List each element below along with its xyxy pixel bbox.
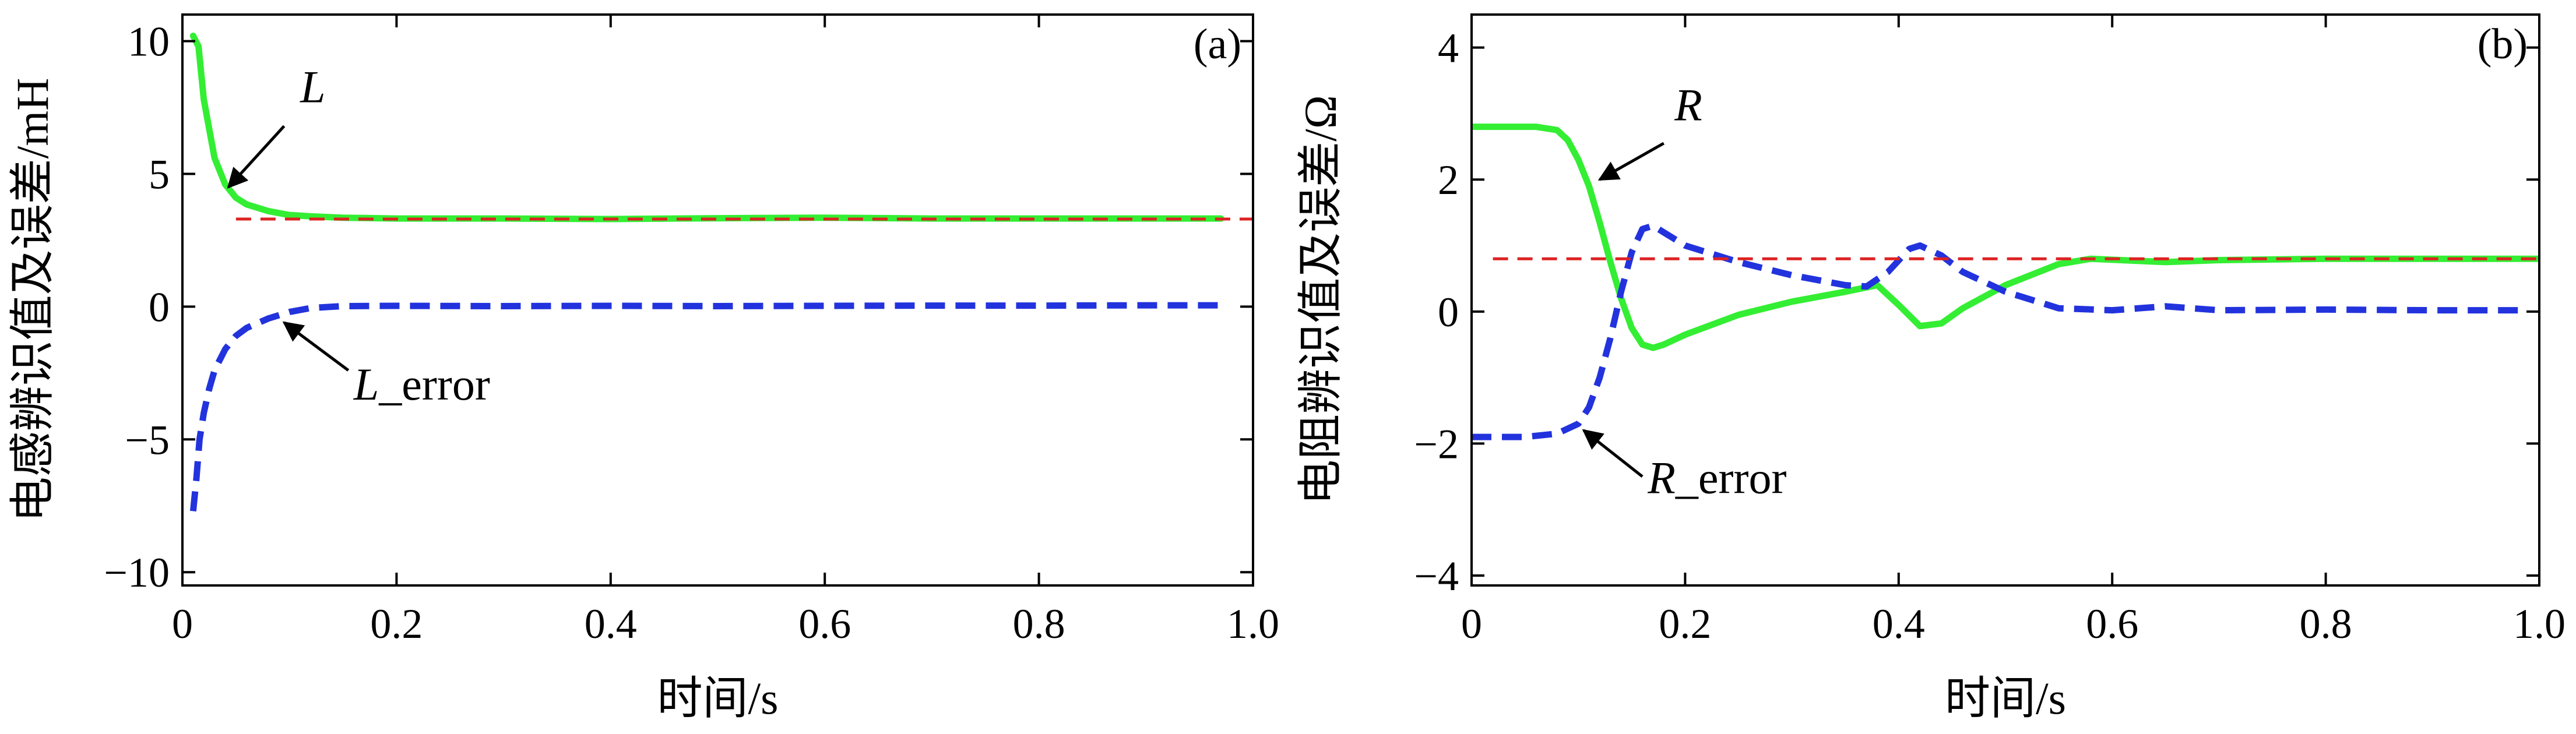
annotation-label-main: R bbox=[1647, 452, 1676, 503]
x-axis-label: 时间/s bbox=[1945, 673, 2066, 724]
series-group bbox=[189, 33, 1253, 511]
annotation-label-main: L bbox=[353, 359, 379, 410]
x-tick-label: 1.0 bbox=[2513, 601, 2566, 647]
series-line-l-error bbox=[189, 302, 1221, 511]
x-tick-label: 0.4 bbox=[1873, 601, 1925, 647]
x-tick-label: 0.2 bbox=[1659, 601, 1711, 647]
annotation-label-suffix: _error bbox=[378, 359, 490, 410]
panel-label: (a) bbox=[1194, 20, 1241, 68]
x-axis-label: 时间/s bbox=[657, 673, 778, 724]
plot-frame bbox=[181, 13, 1254, 587]
annotation-arrow bbox=[1597, 142, 1664, 181]
series-line-l bbox=[189, 33, 1224, 223]
x-tick-label: 0.6 bbox=[2086, 601, 2138, 647]
annotation-r-error: R_error bbox=[1582, 429, 1787, 503]
x-tick-label: 1.0 bbox=[1227, 601, 1279, 647]
annotation-label: L_error bbox=[353, 359, 490, 410]
x-tick-label: 0.8 bbox=[2300, 601, 2352, 647]
x-tick-label: 0.2 bbox=[370, 601, 423, 647]
y-tick-label: −10 bbox=[104, 549, 170, 596]
y-tick-label: 2 bbox=[1438, 157, 1459, 203]
annotation-arrow bbox=[282, 321, 350, 372]
panel-label: (b) bbox=[2478, 20, 2528, 68]
annotation-arrow bbox=[227, 125, 286, 189]
series-line-r-error bbox=[1472, 223, 2518, 440]
y-tick-label: 5 bbox=[149, 151, 170, 197]
x-tick-label: 0 bbox=[172, 601, 193, 647]
y-tick-label: 0 bbox=[149, 284, 170, 330]
x-tick-label: 0.4 bbox=[585, 601, 637, 647]
annotation-l-error: L_error bbox=[282, 321, 490, 410]
y-axis-label: 电阻辨识值及误差/Ω bbox=[1295, 95, 1346, 505]
chart-panel-a: 0 0.2 0.4 0.6 0.8 1.0 10 5 0 −5 −10 (a) 时间/s 电感辨识值及误差… bbox=[7, 13, 1279, 724]
annotation-arrow bbox=[1582, 429, 1644, 478]
y-tick-label: 4 bbox=[1438, 25, 1459, 72]
series-group bbox=[1472, 123, 2539, 440]
x-tick-label: 0.6 bbox=[798, 601, 851, 647]
chart-panel-b: 0 0.2 0.4 0.6 0.8 1.0 4 2 0 −2 −4 (b) 时间/s 电阻辨识值及误差/Ω… bbox=[1295, 13, 2566, 724]
annotation-label: R_error bbox=[1647, 452, 1786, 503]
y-tick-label: −4 bbox=[1414, 553, 1459, 599]
annotation-r: R bbox=[1597, 79, 1702, 181]
annotation-label: R bbox=[1674, 79, 1702, 130]
y-tick-label: −2 bbox=[1414, 421, 1459, 467]
y-tick-label: −5 bbox=[125, 417, 170, 463]
y-tick-label: 10 bbox=[128, 19, 170, 65]
plot-frame bbox=[1470, 13, 2540, 587]
y-tick-label: 0 bbox=[1438, 289, 1459, 336]
x-tick-label: 0.8 bbox=[1013, 601, 1065, 647]
x-tick-label: 0 bbox=[1461, 601, 1482, 647]
y-axis-label: 电感辨识值及误差/mH bbox=[7, 78, 58, 523]
annotation-label: L bbox=[300, 61, 325, 112]
annotation-l: L bbox=[227, 61, 325, 189]
annotation-label-suffix: _error bbox=[1675, 452, 1787, 503]
